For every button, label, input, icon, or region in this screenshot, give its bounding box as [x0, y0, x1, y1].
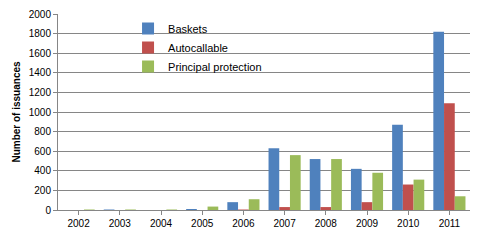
- svg-text:2003: 2003: [109, 218, 132, 229]
- svg-text:2006: 2006: [232, 218, 255, 229]
- svg-text:2007: 2007: [273, 218, 296, 229]
- svg-text:2011: 2011: [439, 218, 461, 229]
- svg-text:1600: 1600: [29, 48, 52, 59]
- svg-text:2002: 2002: [67, 218, 90, 229]
- svg-text:2005: 2005: [191, 218, 214, 229]
- svg-text:Number of issuances: Number of issuances: [11, 61, 22, 163]
- svg-text:0: 0: [45, 205, 51, 216]
- svg-text:Baskets: Baskets: [168, 23, 208, 35]
- svg-text:200: 200: [34, 185, 51, 196]
- svg-text:2008: 2008: [315, 218, 338, 229]
- svg-text:1400: 1400: [29, 67, 52, 78]
- svg-text:400: 400: [34, 165, 51, 176]
- svg-text:600: 600: [34, 146, 51, 157]
- svg-text:Principal protection: Principal protection: [168, 61, 262, 73]
- svg-text:1800: 1800: [29, 28, 52, 39]
- svg-text:1000: 1000: [29, 107, 52, 118]
- svg-text:800: 800: [34, 126, 51, 137]
- svg-text:2004: 2004: [150, 218, 173, 229]
- svg-text:Autocallable: Autocallable: [168, 42, 228, 54]
- svg-text:1200: 1200: [29, 87, 52, 98]
- svg-text:2010: 2010: [397, 218, 420, 229]
- svg-text:2000: 2000: [29, 9, 52, 20]
- svg-text:2009: 2009: [356, 218, 379, 229]
